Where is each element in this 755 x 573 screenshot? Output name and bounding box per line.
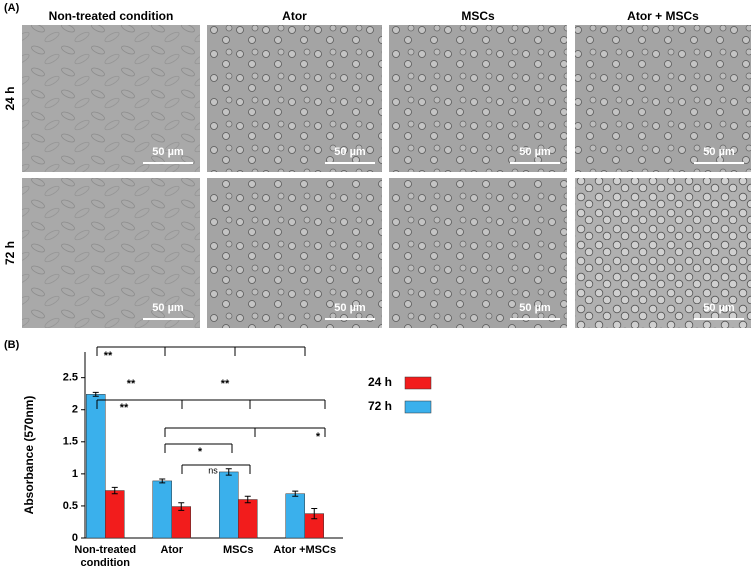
legend-label: 72 h — [368, 399, 392, 413]
x-tick-label: MSCs — [222, 544, 254, 556]
scale-bar — [510, 162, 560, 164]
scale-bar-label: 50 µm — [519, 146, 551, 158]
micrograph — [22, 178, 200, 328]
scale-bar — [694, 162, 744, 164]
significance-label: ** — [120, 402, 129, 414]
bar — [285, 493, 305, 539]
legend-swatch — [404, 376, 432, 390]
scale-bar — [325, 318, 375, 320]
x-tick-label: Ator +MSCs — [273, 544, 337, 556]
scale-bar-label: 50 µm — [152, 146, 184, 158]
error-bar — [225, 468, 232, 476]
significance-label: * — [198, 446, 203, 458]
y-tick-label: 2 — [72, 404, 78, 416]
micrograph — [575, 25, 751, 172]
significance-label: ** — [104, 350, 113, 362]
legend-swatch — [404, 400, 432, 414]
x-tick-label: Ator — [160, 544, 184, 556]
x-tick-label: Non-treated condition — [74, 544, 137, 569]
scale-bar — [325, 162, 375, 164]
micrograph — [22, 25, 200, 172]
scale-bar — [694, 318, 744, 320]
bar — [105, 490, 125, 539]
y-tick-label: 0.5 — [63, 500, 78, 512]
bar — [152, 480, 172, 539]
micrograph — [575, 178, 751, 328]
y-tick-label: 1.5 — [63, 436, 78, 448]
significance-label: ** — [221, 378, 230, 390]
scale-bar — [143, 162, 193, 164]
bar — [86, 394, 106, 539]
column-header: Ator + MSCs — [627, 9, 699, 23]
scale-bar — [143, 318, 193, 320]
significance-label: ** — [127, 378, 136, 390]
error-bar — [311, 507, 318, 520]
y-tick-label: 0 — [72, 532, 78, 544]
scale-bar-label: 50 µm — [703, 302, 735, 314]
significance-bracket — [96, 399, 326, 409]
micrograph — [207, 178, 382, 328]
error-bar — [178, 502, 185, 511]
y-tick-label: 2.5 — [63, 372, 78, 384]
y-tick-label: 1 — [72, 468, 78, 480]
panel-label: (A) — [4, 2, 20, 14]
legend-label: 24 h — [368, 375, 392, 389]
error-bar — [292, 490, 299, 497]
bar — [171, 506, 191, 539]
error-bar — [111, 486, 118, 495]
row-label: 72 h — [3, 241, 17, 265]
bar — [238, 499, 258, 539]
scale-bar-label: 50 µm — [152, 302, 184, 314]
column-header: Ator — [282, 9, 307, 23]
y-axis-label: Absorbance (570nm) — [22, 396, 36, 515]
scale-bar-label: 50 µm — [519, 302, 551, 314]
error-bar — [92, 391, 99, 397]
scale-bar-label: 50 µm — [703, 146, 735, 158]
micrograph — [389, 25, 567, 172]
significance-label: * — [316, 431, 321, 443]
significance-bracket — [164, 427, 326, 437]
column-header: Non-treated condition — [49, 9, 174, 23]
row-label: 24 h — [3, 86, 17, 110]
significance-bracket — [164, 443, 233, 453]
panel-label: (B) — [4, 339, 20, 351]
significance-label: ns — [208, 465, 218, 475]
micrograph — [389, 178, 567, 328]
error-bar — [159, 478, 166, 484]
column-header: MSCs — [461, 9, 495, 23]
bar — [219, 471, 239, 539]
scale-bar-label: 50 µm — [334, 302, 366, 314]
scale-bar — [510, 318, 560, 320]
error-bar — [244, 495, 251, 504]
micrograph — [207, 25, 382, 172]
scale-bar-label: 50 µm — [334, 146, 366, 158]
significance-bracket — [181, 464, 251, 474]
significance-bracket — [96, 346, 306, 356]
